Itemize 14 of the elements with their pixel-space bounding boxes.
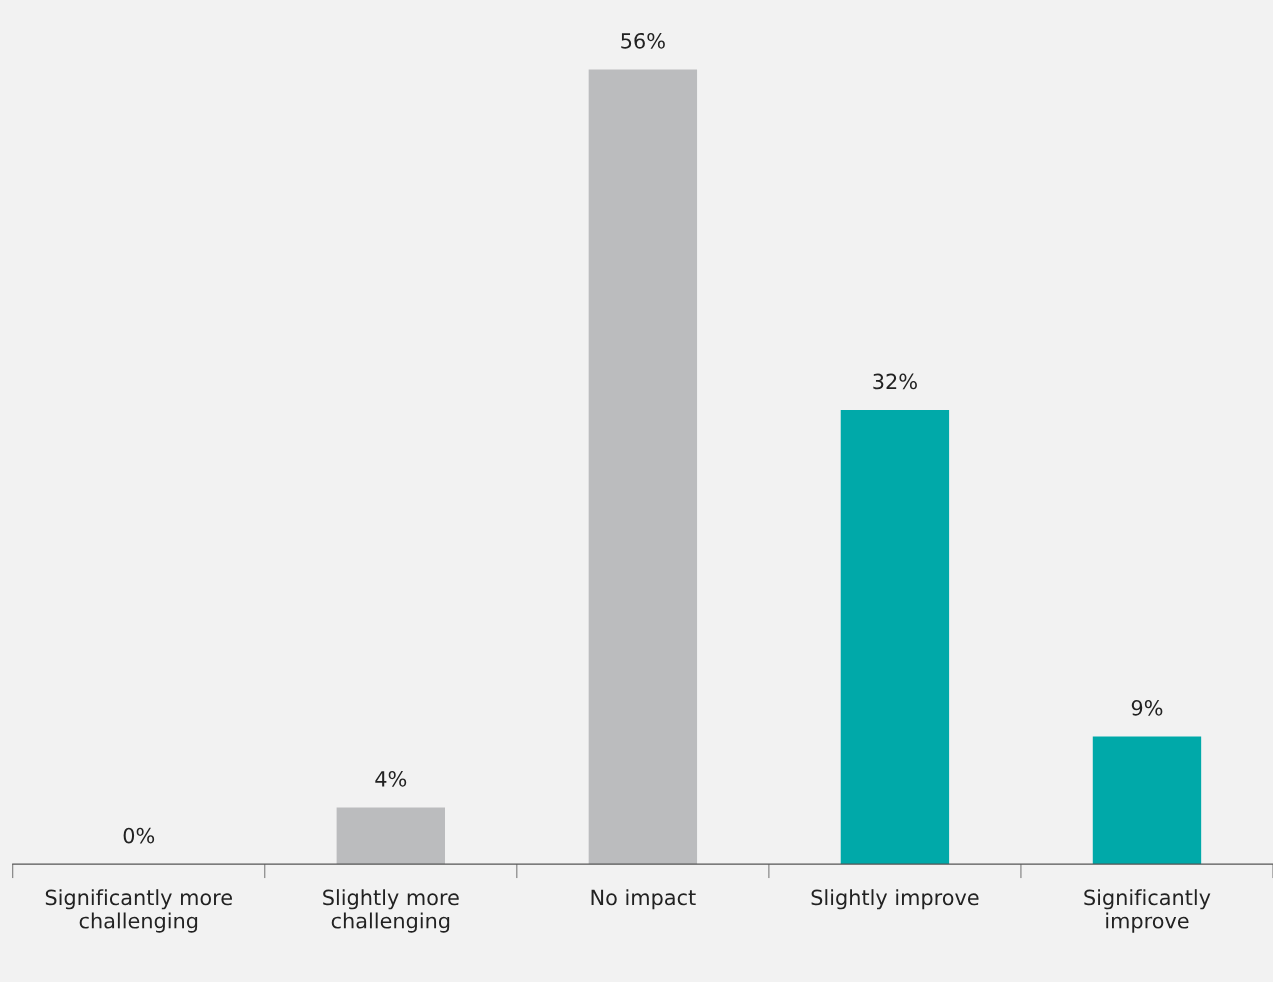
x-tick-label: Significantly improve <box>1084 889 1211 933</box>
x-tick-label: Slightly more challenging <box>323 889 459 933</box>
data-label: 56% <box>621 32 665 49</box>
bar <box>336 807 445 865</box>
bar <box>588 69 698 865</box>
bar <box>1092 736 1202 865</box>
x-tick-label: Slightly improve <box>811 889 979 910</box>
data-label: 0% <box>123 827 155 844</box>
data-label: 4% <box>375 770 407 787</box>
data-label: 9% <box>1131 699 1163 716</box>
data-label: 32% <box>873 373 917 390</box>
x-tick-label: No impact <box>591 889 696 910</box>
x-tick-label: Significantly more challenging <box>45 889 232 933</box>
bar <box>840 410 950 865</box>
